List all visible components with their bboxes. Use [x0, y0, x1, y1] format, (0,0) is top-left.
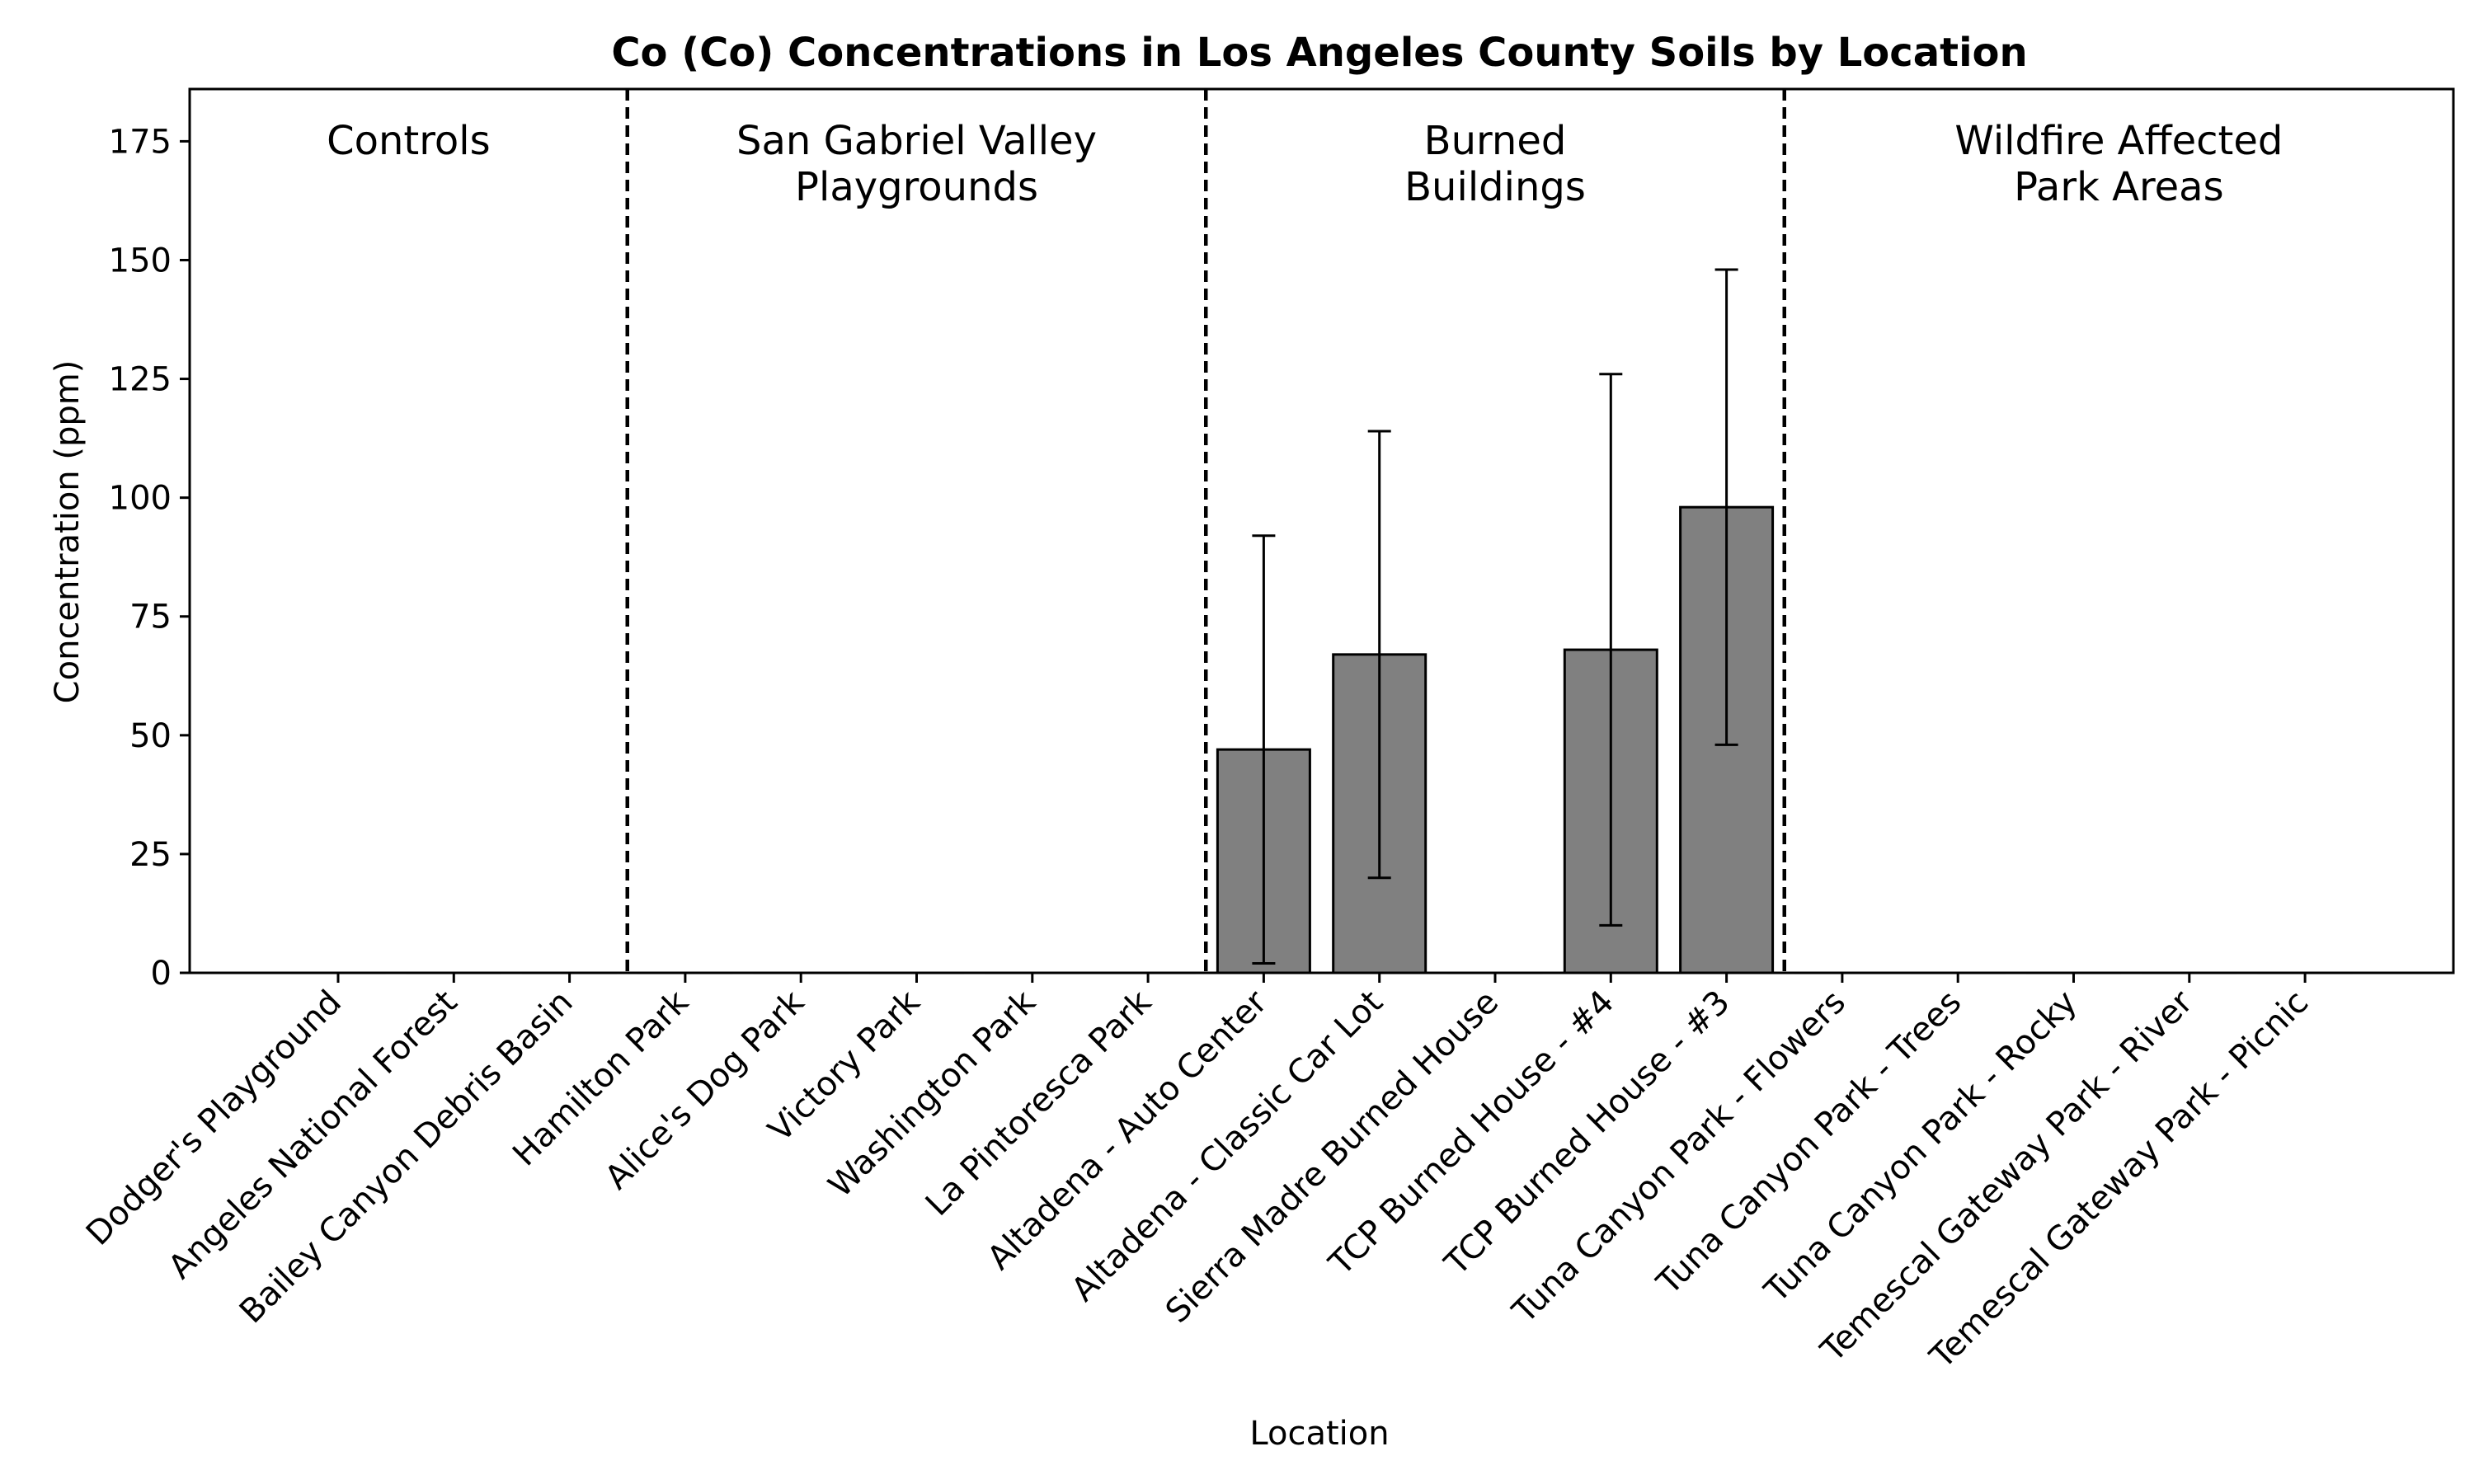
plot-area: Controls San Gabriel Valley Playgrounds Bur…: [79, 87, 2455, 1377]
error-bar: [1599, 373, 1623, 927]
group-label: Burned Buildings: [1404, 118, 1586, 210]
error-bar: [1367, 430, 1391, 880]
y-tick-label: 125: [109, 361, 172, 399]
x-tick-label: La Pintoresca Park: [919, 983, 1159, 1223]
y-tick-label: 0: [151, 955, 172, 993]
plot-frame: [188, 87, 2455, 974]
y-tick-label: 100: [109, 480, 172, 518]
y-tick-label: 150: [109, 242, 172, 279]
group-label: Wildfire Affected Park Areas: [1954, 118, 2283, 210]
group-label: Controls: [327, 118, 491, 164]
y-tick-label: 50: [129, 717, 172, 755]
error-bar: [1252, 534, 1276, 965]
chart-title: Co (Co) Concentrations in Los Angeles Co…: [611, 30, 2027, 76]
x-tick-label: Washington Park: [821, 983, 1043, 1205]
error-bar: [1714, 268, 1738, 746]
x-tick-label: Alice's Dog Park: [598, 983, 812, 1197]
x-axis-label: Location: [1249, 1415, 1389, 1453]
group-label: San Gabriel Valley Playgrounds: [736, 118, 1097, 210]
y-tick-label: 75: [129, 599, 172, 636]
y-tick-label: 25: [129, 836, 172, 874]
y-tick-label: 175: [109, 123, 172, 161]
y-axis-label: Concentration (ppm): [49, 360, 87, 704]
